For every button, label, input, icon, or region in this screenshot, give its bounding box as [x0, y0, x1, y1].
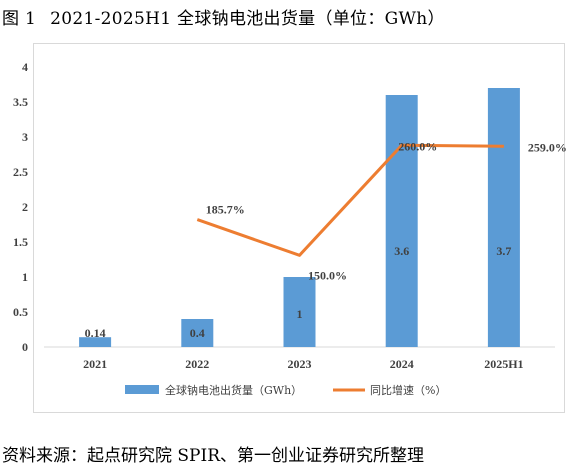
- figure-label: 图 1: [2, 9, 37, 29]
- line-data-label: 185.7%: [206, 203, 245, 217]
- x-tick-label: 2023: [288, 357, 312, 371]
- bar-data-label: 0.4: [190, 326, 205, 340]
- figure-title: 图 1 2021-2025H1 全球钠电池出货量（单位：GWh）: [2, 4, 445, 29]
- legend-label-bar: 全球钠电池出货量（GWh）: [165, 383, 302, 397]
- bar: [487, 88, 520, 347]
- legend-label-line: 同比增速（%）: [370, 383, 446, 397]
- source-note: 资料来源：起点研究院 SPIR、第一创业证券研究所整理: [2, 446, 425, 466]
- bar: [385, 95, 418, 347]
- bar-data-label: 3.6: [394, 244, 409, 258]
- growth-line: [196, 143, 504, 257]
- legend-swatch-bar: [125, 385, 159, 394]
- bar: [79, 337, 112, 347]
- y-tick-label: 0: [22, 340, 28, 354]
- y-tick-label: 1: [22, 270, 28, 284]
- x-tick-label: 2022: [185, 357, 209, 371]
- bar: [181, 319, 214, 347]
- x-tick-label: 2025H1: [484, 357, 523, 371]
- figure-title-text: 2021-2025H1 全球钠电池出货量（单位：GWh）: [50, 9, 445, 29]
- line-data-label: 259.0%: [528, 140, 567, 154]
- line-data-label: 260.0%: [398, 139, 437, 153]
- bar: [283, 277, 316, 347]
- y-tick-label: 2: [22, 200, 28, 214]
- chart-frame: [33, 43, 565, 413]
- x-tick-label: 2024: [390, 357, 414, 371]
- y-tick-label: 2.5: [13, 165, 28, 179]
- line-data-label: 150.0%: [308, 268, 347, 282]
- bar-data-label: 3.7: [496, 244, 511, 258]
- y-tick-label: 3.5: [13, 95, 28, 109]
- y-tick-label: 1.5: [13, 235, 28, 249]
- x-tick-label: 2021: [83, 357, 107, 371]
- y-tick-label: 4: [22, 60, 28, 74]
- y-tick-label: 0.5: [13, 305, 28, 319]
- bar-data-label: 0.14: [85, 326, 106, 340]
- bar-data-label: 1: [297, 307, 303, 321]
- y-tick-label: 3: [22, 130, 28, 144]
